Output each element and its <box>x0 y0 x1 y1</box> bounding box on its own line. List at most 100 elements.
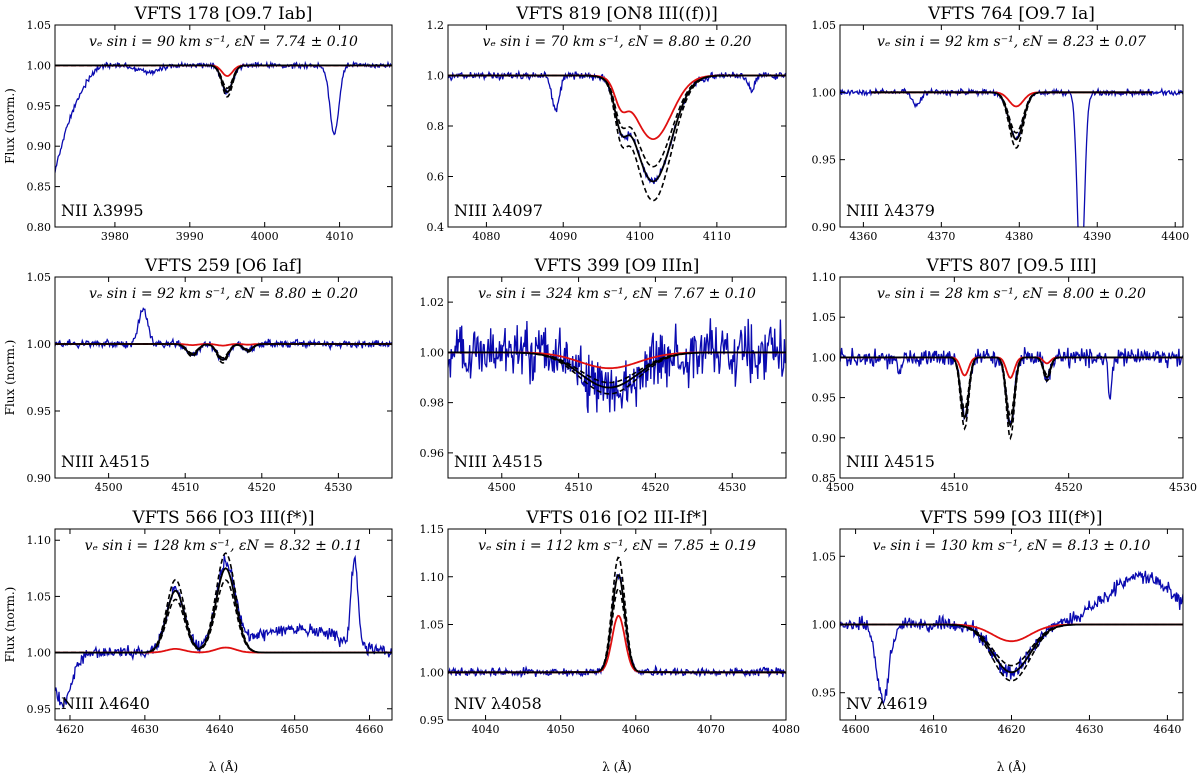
model-best-fit <box>448 351 786 389</box>
x-tick-label: 4630 <box>131 723 159 736</box>
y-axis-label: Flux (norm.) <box>3 88 17 164</box>
line-label: NIII λ4097 <box>454 201 543 220</box>
panel-7: 4620 4630 4640 4650 4660 0.95 1.00 1.05 1.10 VFTS… <box>3 508 393 774</box>
y-tick-label: 0.90 <box>812 432 837 445</box>
y-tick-label: 0.95 <box>812 687 837 700</box>
y-tick-label: 0.95 <box>812 392 837 405</box>
x-tick-label: 4400 <box>1161 230 1189 243</box>
x-axis-label: λ (Å) <box>602 759 631 774</box>
x-tick-label: 4650 <box>281 723 309 736</box>
observed-spectrum <box>448 318 786 413</box>
panel-annotation: vₑ sin i = 70 km s⁻¹, εN = 8.80 ± 0.20 <box>483 34 752 50</box>
y-tick-label: 1.05 <box>812 311 837 324</box>
x-tick-label: 4100 <box>626 230 654 243</box>
model-lower-abundance <box>448 587 786 674</box>
y-tick-label: 0.85 <box>27 181 52 194</box>
x-tick-label: 4380 <box>1005 230 1033 243</box>
panel-annotation: vₑ sin i = 90 km s⁻¹, εN = 7.74 ± 0.10 <box>89 34 358 50</box>
panel-annotation: vₑ sin i = 112 km s⁻¹, εN = 7.85 ± 0.19 <box>478 538 756 554</box>
y-tick-label: 0.95 <box>812 154 837 167</box>
x-tick-label: 4610 <box>920 723 948 736</box>
line-label: NIII λ4515 <box>61 452 150 471</box>
observed-spectrum <box>448 572 786 679</box>
panel-title: VFTS 399 [O9 IIIn] <box>534 256 700 276</box>
panel-4: 4500 4510 4520 4530 0.90 0.95 1.00 1.05 VFTS 259… <box>3 256 393 494</box>
y-tick-label: 0.96 <box>420 447 445 460</box>
panel-title: VFTS 807 [O9.5 III] <box>925 256 1096 276</box>
panel-5: 4500 4510 4520 4530 0.96 0.98 1.00 1.02 VFTS 399… <box>420 256 787 494</box>
plot-frame <box>447 276 787 479</box>
x-tick-label: 4510 <box>565 481 593 494</box>
y-tick-label: 0.95 <box>27 703 52 716</box>
x-tick-label: 4370 <box>927 230 955 243</box>
x-tick-label: 4360 <box>849 230 877 243</box>
y-tick-label: 0.90 <box>27 472 52 485</box>
x-tick-label: 3990 <box>176 230 204 243</box>
y-axis-label: Flux (norm.) <box>3 587 17 663</box>
observed-spectrum <box>448 69 786 185</box>
x-tick-label: 4530 <box>1169 481 1197 494</box>
observed-spectrum <box>55 60 392 173</box>
y-tick-label: 0.8 <box>427 120 445 133</box>
line-label: NIII λ4515 <box>846 452 935 471</box>
x-tick-label: 4500 <box>488 481 516 494</box>
x-tick-label: 4080 <box>772 723 800 736</box>
model-best-fit <box>871 91 1152 141</box>
y-tick-label: 1.15 <box>420 523 445 536</box>
panel-title: VFTS 599 [O3 III(f*)] <box>920 508 1103 528</box>
y-tick-label: 0.6 <box>427 171 445 184</box>
plot-frame <box>54 24 393 228</box>
x-tick-label: 4520 <box>1055 481 1083 494</box>
x-tick-label: 4530 <box>324 481 352 494</box>
panel-3: 4360 4370 4380 4390 4400 0.90 0.95 1.00 1.05 VFTS… <box>812 4 1190 243</box>
panel-1: 3980 3990 4000 4010 0.80 0.85 0.90 0.95 1.00 1.05… <box>3 4 393 243</box>
y-tick-label: 0.95 <box>27 100 52 113</box>
plot-frame <box>839 24 1184 228</box>
line-label: NII λ3995 <box>61 201 144 220</box>
y-tick-label: 1.00 <box>27 59 52 72</box>
x-tick-label: 4510 <box>940 481 968 494</box>
observed-spectrum <box>840 86 1183 227</box>
x-tick-label: 4640 <box>206 723 234 736</box>
panel-title: VFTS 819 [ON8 III((f))] <box>515 4 718 24</box>
model-best-fit <box>55 343 392 361</box>
y-tick-label: 0.4 <box>427 221 445 234</box>
panel-annotation: vₑ sin i = 28 km s⁻¹, εN = 8.00 ± 0.20 <box>877 286 1146 302</box>
x-tick-label: 4500 <box>95 481 123 494</box>
y-tick-label: 1.10 <box>420 571 445 584</box>
panel-annotation: vₑ sin i = 324 km s⁻¹, εN = 7.67 ± 0.10 <box>478 286 756 302</box>
y-tick-label: 1.00 <box>420 346 445 359</box>
y-tick-label: 1.02 <box>420 296 445 309</box>
observed-spectrum <box>840 570 1183 706</box>
plot-frame <box>447 24 787 228</box>
model-lower-abundance <box>840 356 1183 419</box>
y-tick-label: 1.00 <box>27 338 52 351</box>
model-upper-abundance <box>840 356 1183 441</box>
line-label: NIII λ4640 <box>61 694 150 713</box>
y-tick-label: 0.90 <box>812 221 837 234</box>
model-best-fit <box>840 356 1183 428</box>
y-tick-label: 1.0 <box>427 70 445 83</box>
x-tick-label: 4500 <box>826 481 854 494</box>
x-tick-label: 4620 <box>56 723 84 736</box>
y-tick-label: 1.05 <box>420 619 445 632</box>
x-tick-label: 4660 <box>356 723 384 736</box>
x-tick-label: 4390 <box>1083 230 1111 243</box>
y-tick-label: 0.85 <box>812 472 837 485</box>
y-tick-label: 1.05 <box>27 271 52 284</box>
x-tick-label: 4050 <box>547 723 575 736</box>
x-tick-label: 4110 <box>703 230 731 243</box>
panel-9: 4600 4610 4620 4630 4640 0.95 1.00 1.05 VFTS 599… <box>812 508 1184 774</box>
y-tick-label: 1.00 <box>812 351 837 364</box>
y-tick-label: 1.10 <box>27 534 52 547</box>
line-label: NIII λ4379 <box>846 201 935 220</box>
y-tick-label: 1.00 <box>812 86 837 99</box>
x-tick-label: 4090 <box>549 230 577 243</box>
model-upper-abundance <box>448 74 786 202</box>
y-tick-label: 1.05 <box>27 590 52 603</box>
y-tick-label: 1.00 <box>420 666 445 679</box>
y-tick-label: 1.00 <box>812 619 837 632</box>
x-tick-label: 4040 <box>472 723 500 736</box>
y-tick-label: 0.95 <box>420 714 445 727</box>
